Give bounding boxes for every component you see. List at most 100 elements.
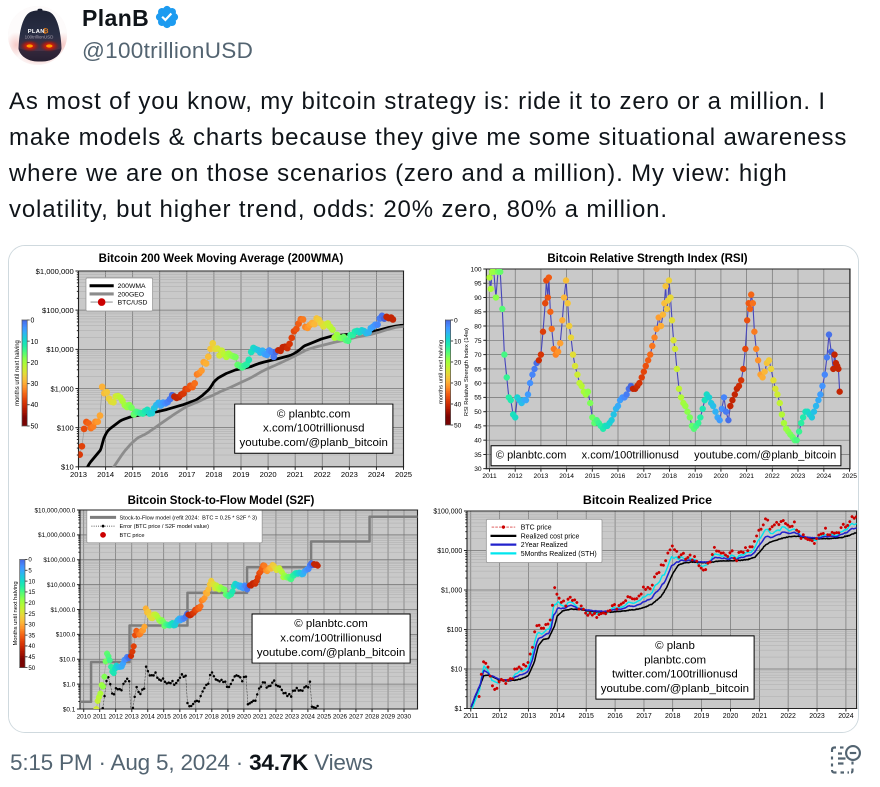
svg-text:2010: 2010 (77, 713, 92, 720)
svg-text:50: 50 (31, 424, 39, 431)
svg-text:₿: ₿ (43, 27, 49, 35)
svg-text:$1,000: $1,000 (50, 384, 73, 393)
svg-text:Bitcoin Realized Price: Bitcoin Realized Price (583, 493, 712, 507)
svg-text:2015: 2015 (578, 713, 594, 720)
svg-text:10: 10 (454, 338, 462, 345)
svg-text:2013: 2013 (70, 470, 87, 479)
svg-text:95: 95 (474, 281, 482, 288)
svg-text:months until next halving: months until next halving (15, 340, 21, 406)
svg-text:© planbtc.com: © planbtc.com (277, 408, 351, 420)
svg-text:Error (BTC price / S2F model v: Error (BTC price / S2F model value) (120, 524, 210, 530)
svg-text:20: 20 (31, 360, 39, 367)
svg-text:Realized cost price: Realized cost price (521, 533, 580, 540)
svg-text:65: 65 (474, 366, 482, 373)
svg-text:2021: 2021 (739, 473, 754, 480)
svg-text:$100: $100 (57, 423, 74, 432)
svg-text:2025: 2025 (395, 470, 412, 479)
svg-text:2021: 2021 (253, 713, 268, 720)
svg-text:youtube.com/@planb_bitcoin: youtube.com/@planb_bitcoin (240, 437, 388, 449)
svg-text:youtube.com/@planb_bitcoin: youtube.com/@planb_bitcoin (257, 647, 405, 659)
svg-text:$100: $100 (447, 627, 463, 634)
svg-text:BTC/USD: BTC/USD (118, 300, 148, 307)
svg-text:$100.0: $100.0 (56, 632, 76, 639)
svg-text:2019: 2019 (694, 713, 710, 720)
svg-text:2Year Realized: 2Year Realized (521, 542, 568, 549)
svg-text:© planbtc.com: © planbtc.com (294, 618, 368, 630)
svg-text:30: 30 (28, 622, 35, 629)
svg-text:50: 50 (28, 665, 35, 672)
svg-text:2018: 2018 (665, 713, 681, 720)
svg-text:35: 35 (474, 452, 482, 459)
svg-text:planbtc.com: planbtc.com (644, 654, 706, 666)
svg-text:2014: 2014 (559, 473, 574, 480)
svg-text:$10.0: $10.0 (59, 657, 75, 664)
svg-text:2011: 2011 (93, 713, 107, 720)
svg-text:20: 20 (28, 600, 35, 607)
svg-text:Months until next halving: Months until next halving (13, 581, 19, 645)
svg-text:2024: 2024 (301, 713, 316, 720)
svg-text:30: 30 (454, 380, 462, 387)
svg-text:2012: 2012 (492, 713, 508, 720)
svg-text:months until next halving: months until next halving (438, 340, 444, 404)
svg-text:85: 85 (474, 309, 482, 316)
svg-text:2020: 2020 (260, 470, 277, 479)
svg-text:0: 0 (28, 557, 32, 564)
svg-text:2015: 2015 (157, 713, 172, 720)
svg-text:2022: 2022 (780, 713, 796, 720)
svg-text:Bitcoin Relative Strength Inde: Bitcoin Relative Strength Index (RSI) (547, 253, 747, 265)
svg-text:$10,000.0: $10,000.0 (47, 582, 76, 589)
svg-text:PLAN: PLAN (28, 29, 45, 35)
svg-text:Bitcoin Stock-to-Flow Model (S: Bitcoin Stock-to-Flow Model (S2F) (128, 495, 315, 507)
svg-text:Bitcoin 200 Week Moving Averag: Bitcoin 200 Week Moving Average (200WMA) (99, 253, 344, 265)
svg-text:2020: 2020 (723, 713, 739, 720)
svg-text:2022: 2022 (314, 470, 331, 479)
svg-text:BTC price: BTC price (120, 533, 145, 539)
svg-text:2014: 2014 (141, 713, 156, 720)
svg-text:© planb: © planb (655, 640, 695, 652)
svg-text:10: 10 (28, 578, 35, 585)
svg-text:70: 70 (474, 352, 482, 359)
svg-text:20: 20 (454, 359, 462, 366)
svg-text:2024: 2024 (816, 473, 831, 480)
svg-text:$1,000,000.0: $1,000,000.0 (38, 532, 76, 539)
svg-text:2019: 2019 (221, 713, 236, 720)
svg-text:2019: 2019 (233, 470, 250, 479)
svg-text:2015: 2015 (585, 473, 600, 480)
svg-text:90: 90 (474, 295, 482, 302)
svg-text:45: 45 (28, 654, 35, 661)
svg-text:2026: 2026 (333, 713, 348, 720)
svg-text:200WMA: 200WMA (118, 283, 146, 290)
svg-text:BTC price: BTC price (521, 525, 552, 532)
svg-text:2023: 2023 (791, 473, 806, 480)
svg-text:2018: 2018 (205, 713, 220, 720)
svg-text:80: 80 (474, 324, 482, 331)
svg-text:200GEO: 200GEO (118, 291, 144, 298)
svg-text:35: 35 (28, 632, 35, 639)
svg-text:x.com/100trillionusd: x.com/100trillionusd (263, 423, 365, 435)
svg-text:$1,000,000: $1,000,000 (36, 267, 74, 276)
svg-text:10: 10 (31, 339, 39, 346)
svg-text:$10,000,000.0: $10,000,000.0 (34, 507, 75, 514)
svg-text:2018: 2018 (662, 473, 677, 480)
svg-text:40: 40 (31, 402, 39, 409)
svg-text:45: 45 (474, 423, 482, 430)
svg-text:5: 5 (28, 568, 32, 575)
svg-text:2025: 2025 (842, 473, 857, 480)
svg-text:2016: 2016 (173, 713, 188, 720)
svg-text:100: 100 (471, 266, 482, 273)
svg-text:$10,000: $10,000 (46, 345, 74, 354)
svg-text:0: 0 (454, 317, 458, 324)
svg-text:2025: 2025 (317, 713, 332, 720)
svg-text:30: 30 (31, 381, 39, 388)
svg-text:2012: 2012 (109, 713, 124, 720)
svg-text:$1.0: $1.0 (63, 681, 76, 688)
svg-text:$100,000: $100,000 (433, 508, 462, 515)
svg-text:youtube.com/@planb_bitcoin: youtube.com/@planb_bitcoin (601, 683, 749, 695)
svg-text:2016: 2016 (611, 473, 626, 480)
svg-text:25: 25 (28, 611, 35, 618)
svg-text:2029: 2029 (381, 713, 396, 720)
svg-text:2022: 2022 (269, 713, 284, 720)
svg-text:2018: 2018 (205, 470, 222, 479)
svg-text:2027: 2027 (349, 713, 364, 720)
svg-text:$1,000: $1,000 (441, 588, 462, 595)
